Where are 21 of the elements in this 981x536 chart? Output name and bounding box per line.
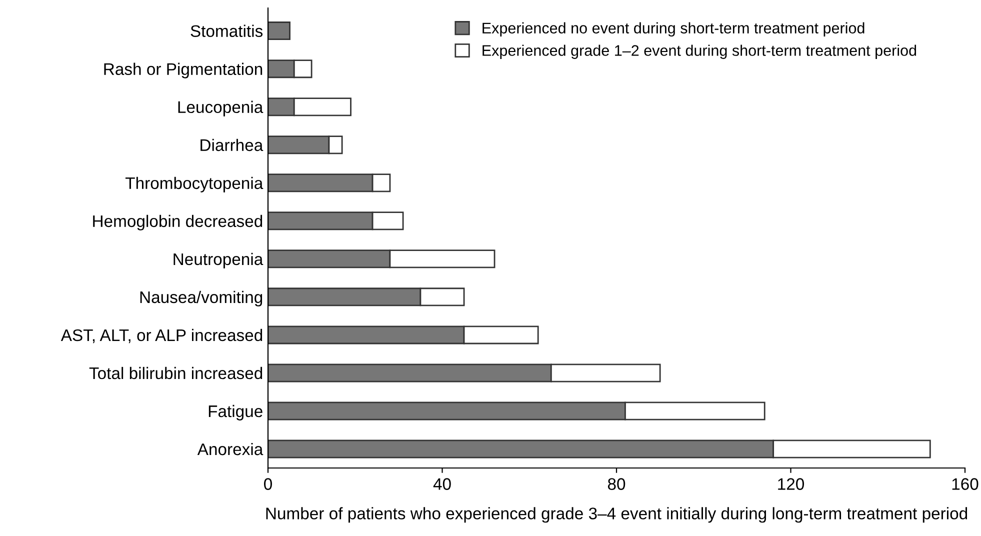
- y-tick-label: Diarrhea: [200, 138, 264, 152]
- y-tick-label: Total bilirubin increased: [89, 366, 262, 380]
- x-tick-label: 0: [264, 478, 272, 490]
- y-tick-label: Hemoglobin decreased: [93, 214, 262, 230]
- y-tick-label: Fatigue: [208, 404, 262, 420]
- y-tick-label: Nausea/vomiting: [140, 290, 262, 306]
- legend-label: Experienced no event during short-term treatment period: [482, 22, 864, 37]
- y-tick-label: Leucopenia: [178, 100, 264, 116]
- bar: [268, 22, 290, 40]
- x-tick-label: 120: [778, 478, 804, 490]
- y-tick-label: Anorexia: [197, 442, 264, 456]
- y-tick-label: Neutropenia: [174, 252, 264, 268]
- x-tick-label: 40: [433, 478, 451, 490]
- legend-label: Experienced grade 1–2 event during short-term treatment period: [482, 44, 916, 59]
- y-tick-label: Stomatitis: [190, 24, 263, 38]
- y-tick-label: Thrombocytopenia: [125, 176, 264, 192]
- x-tick-label: 80: [608, 478, 626, 490]
- y-tick-label: Rash or Pigmentation: [104, 62, 262, 78]
- x-tick-label: 160: [952, 478, 978, 490]
- x-axis-title: Number of patients who experienced grade 3–4 event initially during long-term treatment period: [266, 507, 968, 523]
- y-tick-label: AST, ALT, or ALP increased: [60, 328, 262, 344]
